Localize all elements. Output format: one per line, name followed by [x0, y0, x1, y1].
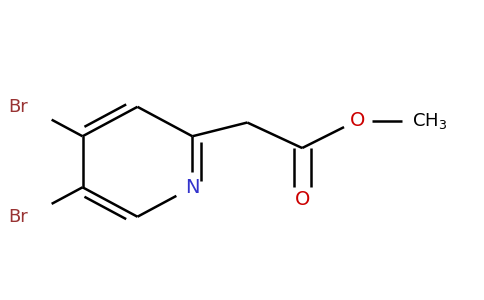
Text: O: O	[349, 111, 365, 130]
Text: Br: Br	[8, 208, 28, 226]
Text: N: N	[185, 178, 199, 197]
Text: Br: Br	[8, 98, 28, 116]
Text: O: O	[294, 190, 310, 208]
Text: CH$_3$: CH$_3$	[412, 111, 447, 130]
